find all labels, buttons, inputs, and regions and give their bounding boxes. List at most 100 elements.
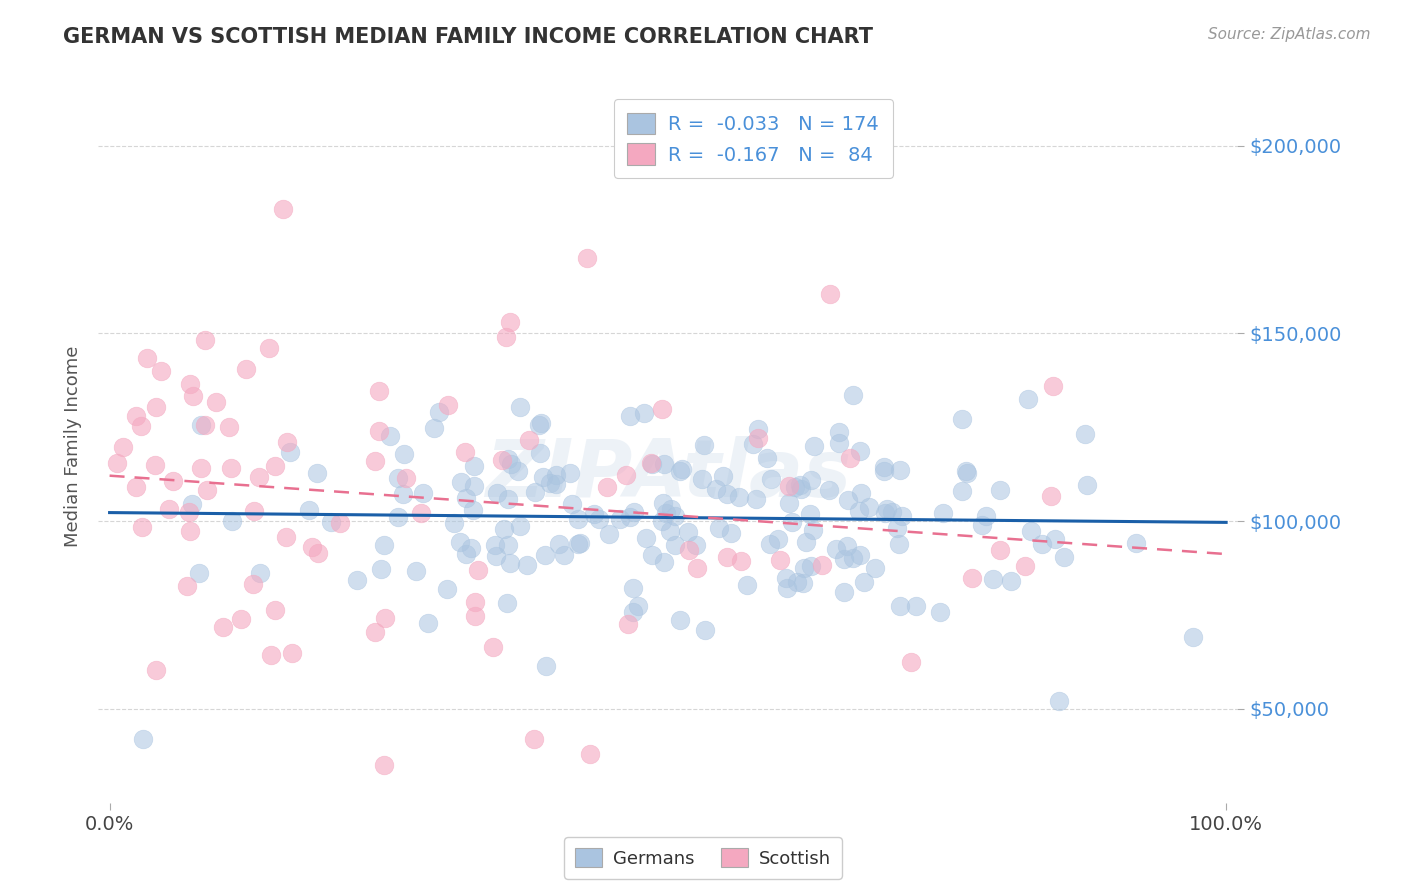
Point [280, 646, 302, 660]
Point [373, 538, 395, 552]
Text: GERMAN VS SCOTTISH MEDIAN FAMILY INCOME CORRELATION CHART: GERMAN VS SCOTTISH MEDIAN FAMILY INCOME … [63, 27, 873, 46]
Point [827, 425, 849, 439]
Point [567, 512, 589, 526]
Point [960, 570, 983, 584]
Legend: Germans, Scottish: Germans, Scottish [564, 838, 842, 879]
Point [125, 409, 148, 423]
Point [499, 457, 522, 471]
Point [211, 620, 233, 634]
Point [811, 558, 834, 572]
Point [849, 443, 872, 458]
Point [157, 501, 180, 516]
Point [247, 470, 270, 484]
Point [780, 516, 803, 530]
Point [636, 532, 658, 546]
Point [242, 576, 264, 591]
Point [364, 454, 387, 468]
Point [495, 329, 517, 343]
Point [496, 538, 519, 552]
Point [496, 492, 519, 507]
Point [427, 405, 450, 419]
Point [778, 496, 800, 510]
Point [932, 506, 955, 520]
Point [900, 656, 922, 670]
Point [190, 461, 212, 475]
Point [176, 579, 198, 593]
Point [276, 435, 298, 450]
Point [1031, 537, 1053, 551]
Point [496, 451, 519, 466]
Text: ZIPAtlas: ZIPAtlas [485, 435, 851, 514]
Point [392, 447, 415, 461]
Point [890, 508, 912, 523]
Point [778, 478, 800, 492]
Point [145, 458, 167, 472]
Point [578, 747, 600, 761]
Point [742, 437, 765, 451]
Point [405, 564, 427, 578]
Point [641, 457, 664, 471]
Point [298, 503, 321, 517]
Point [641, 548, 664, 562]
Point [678, 542, 700, 557]
Point [793, 561, 815, 575]
Point [685, 538, 707, 552]
Point [454, 445, 477, 459]
Point [464, 595, 486, 609]
Point [842, 551, 865, 566]
Point [664, 538, 686, 552]
Point [990, 483, 1012, 497]
Point [955, 464, 977, 478]
Point [824, 541, 846, 556]
Point [1014, 558, 1036, 573]
Point [523, 484, 546, 499]
Point [1017, 392, 1039, 406]
Point [558, 467, 581, 481]
Point [619, 409, 641, 423]
Point [321, 515, 343, 529]
Point [540, 475, 562, 490]
Point [695, 623, 717, 637]
Point [704, 482, 727, 496]
Point [392, 486, 415, 500]
Point [1074, 426, 1097, 441]
Point [686, 561, 709, 575]
Point [1182, 630, 1205, 644]
Text: Source: ZipAtlas.com: Source: ZipAtlas.com [1208, 27, 1371, 42]
Point [652, 458, 675, 472]
Point [876, 501, 898, 516]
Point [132, 731, 155, 746]
Point [544, 476, 567, 491]
Point [1043, 532, 1066, 546]
Point [370, 562, 392, 576]
Point [235, 362, 257, 376]
Point [709, 521, 731, 535]
Point [516, 558, 538, 572]
Point [129, 418, 152, 433]
Point [301, 541, 323, 555]
Point [1042, 378, 1064, 392]
Point [803, 439, 825, 453]
Point [368, 384, 391, 398]
Point [464, 609, 486, 624]
Point [837, 539, 859, 553]
Point [609, 511, 631, 525]
Point [378, 429, 401, 443]
Point [596, 480, 619, 494]
Point [873, 464, 896, 478]
Point [544, 468, 567, 483]
Point [553, 548, 575, 562]
Point [834, 552, 856, 566]
Point [536, 658, 558, 673]
Point [485, 486, 508, 500]
Point [374, 611, 396, 625]
Point [928, 605, 950, 619]
Point [654, 506, 676, 520]
Point [789, 478, 811, 492]
Point [842, 388, 865, 402]
Point [145, 663, 167, 677]
Point [423, 421, 446, 435]
Point [509, 400, 531, 414]
Point [633, 406, 655, 420]
Point [849, 486, 872, 500]
